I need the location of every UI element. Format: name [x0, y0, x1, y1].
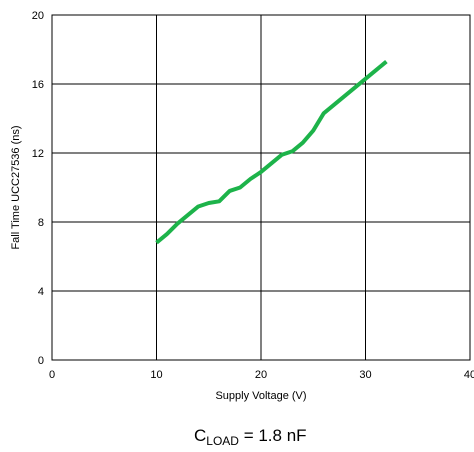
y-tick-label: 12	[32, 148, 44, 160]
series-line	[155, 60, 388, 245]
x-tick-labels: 0 10 20 30 40	[49, 369, 474, 381]
x-tick-label: 20	[255, 369, 267, 381]
load-capacitance-annotation: CLOAD = 1.8 nF	[194, 426, 307, 448]
y-tick-labels: 0 4 8 12 16 20	[32, 10, 44, 367]
annotation-subscript: LOAD	[206, 434, 239, 448]
annotation-main: C	[194, 426, 206, 445]
y-tick-label: 20	[32, 10, 44, 22]
x-tick-label: 0	[49, 369, 55, 381]
x-tick-label: 10	[150, 369, 162, 381]
y-tick-label: 4	[38, 286, 44, 298]
x-tick-label: 30	[359, 369, 371, 381]
series-layer	[155, 60, 388, 245]
x-axis-title: Supply Voltage (V)	[215, 390, 306, 402]
y-tick-label: 8	[38, 217, 44, 229]
x-tick-label: 40	[464, 369, 474, 381]
grid-lines	[52, 15, 470, 360]
plot-frame	[51, 14, 471, 361]
y-tick-label: 0	[38, 355, 44, 367]
y-tick-label: 16	[32, 79, 44, 91]
y-axis-title: Fall Time UCC27536 (ns)	[10, 125, 22, 249]
annotation-rest: = 1.8 nF	[239, 426, 307, 445]
